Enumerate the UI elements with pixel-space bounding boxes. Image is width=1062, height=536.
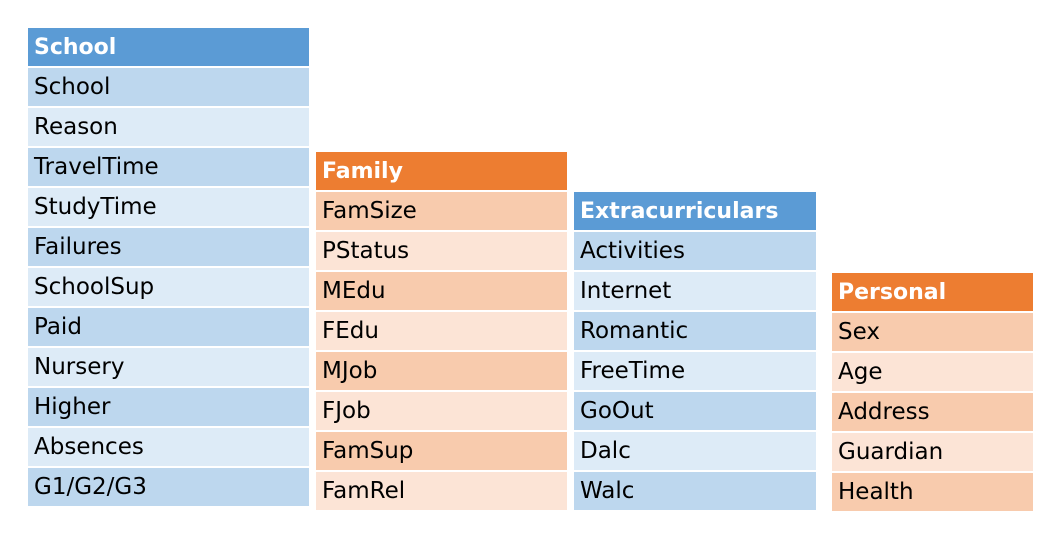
personal-header: Personal <box>832 273 1033 311</box>
extracurriculars-field: Internet <box>574 272 816 310</box>
school-field: Failures <box>28 228 309 266</box>
extracurriculars-field: Walc <box>574 472 816 510</box>
personal-field: Sex <box>832 313 1033 351</box>
family-field: MEdu <box>316 272 567 310</box>
school-field: SchoolSup <box>28 268 309 306</box>
family-field: FamSize <box>316 192 567 230</box>
personal-table: Personal Sex Age Address Guardian Health <box>832 273 1033 513</box>
extracurriculars-table: Extracurriculars Activities Internet Romant… <box>574 192 816 512</box>
family-table: Family FamSize PStatus MEdu FEdu MJob FJob FamS… <box>316 152 567 512</box>
extracurriculars-field: GoOut <box>574 392 816 430</box>
family-field: MJob <box>316 352 567 390</box>
extracurriculars-field: Dalc <box>574 432 816 470</box>
family-header: Family <box>316 152 567 190</box>
personal-field: Health <box>832 473 1033 511</box>
school-header: School <box>28 28 309 66</box>
school-field: School <box>28 68 309 106</box>
school-field: Absences <box>28 428 309 466</box>
personal-field: Age <box>832 353 1033 391</box>
extracurriculars-field: Activities <box>574 232 816 270</box>
family-field: PStatus <box>316 232 567 270</box>
school-field: StudyTime <box>28 188 309 226</box>
extracurriculars-field: Romantic <box>574 312 816 350</box>
school-field: G1/G2/G3 <box>28 468 309 506</box>
school-field: Higher <box>28 388 309 426</box>
family-field: FamRel <box>316 472 567 510</box>
personal-field: Guardian <box>832 433 1033 471</box>
family-field: FJob <box>316 392 567 430</box>
extracurriculars-field: FreeTime <box>574 352 816 390</box>
school-field: Nursery <box>28 348 309 386</box>
school-table: School School Reason TravelTime StudyTime Fai… <box>28 28 309 508</box>
family-field: FamSup <box>316 432 567 470</box>
personal-field: Address <box>832 393 1033 431</box>
school-field: Paid <box>28 308 309 346</box>
school-field: Reason <box>28 108 309 146</box>
school-field: TravelTime <box>28 148 309 186</box>
extracurriculars-header: Extracurriculars <box>574 192 816 230</box>
family-field: FEdu <box>316 312 567 350</box>
